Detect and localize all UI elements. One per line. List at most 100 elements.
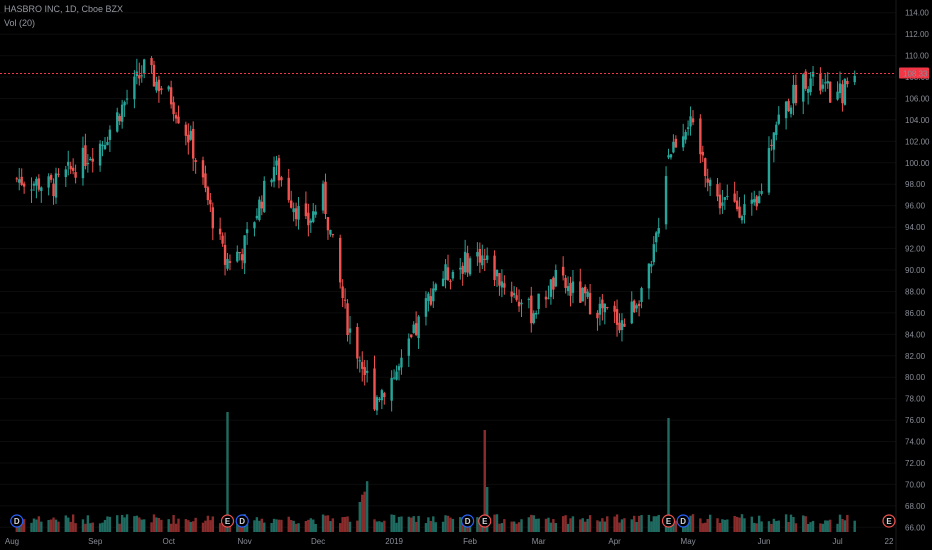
candle-body	[47, 176, 50, 188]
candle-body	[287, 177, 290, 201]
candle-body	[20, 176, 23, 185]
candle-body	[461, 265, 464, 274]
candle-body	[547, 297, 550, 299]
volume-bar	[588, 515, 592, 532]
volume-bar	[701, 523, 704, 532]
marker-letter: D	[680, 517, 686, 526]
volume-bar	[777, 520, 780, 532]
volume-bar	[571, 516, 575, 532]
volume-bar	[500, 523, 504, 532]
x-tick-label: Jun	[758, 537, 771, 546]
volume-bar	[633, 515, 636, 532]
y-tick-label: 72.00	[905, 459, 926, 468]
volume-bar	[451, 518, 455, 532]
volume-bar	[552, 519, 555, 532]
volume-bar	[192, 521, 195, 532]
candle-body	[503, 283, 506, 288]
candle-body	[312, 211, 315, 223]
candle-body	[57, 173, 60, 175]
dividend-marker[interactable]: D	[10, 514, 24, 528]
candle-body	[669, 154, 673, 158]
volume-bar	[775, 521, 778, 532]
candle-body	[757, 196, 761, 204]
volume-bar	[74, 523, 77, 532]
volume-bar	[498, 523, 501, 532]
candle-body	[69, 165, 72, 170]
candle-body	[704, 158, 707, 177]
x-tick-label: Aug	[5, 537, 19, 546]
volume-bar	[375, 521, 379, 532]
volume-indicator-label[interactable]: Vol (20)	[4, 18, 36, 28]
candle-body	[71, 167, 75, 171]
candle-body	[307, 212, 310, 226]
candle-body	[647, 263, 651, 289]
earnings-marker[interactable]: E	[220, 514, 235, 528]
candle-body	[655, 232, 658, 243]
volume-bar	[787, 521, 790, 532]
volume-bar	[733, 515, 736, 532]
candle-body	[98, 143, 102, 166]
volume-bar	[564, 515, 567, 532]
dividend-marker[interactable]: D	[676, 514, 690, 528]
volume-bar	[630, 519, 633, 532]
volume-bar	[91, 522, 94, 532]
volume-bar	[726, 519, 729, 532]
volume-bar	[40, 521, 43, 532]
volume-bar	[704, 522, 707, 532]
earnings-marker[interactable]: E	[661, 514, 676, 528]
volume-bar	[140, 519, 143, 532]
volume-bar	[444, 515, 447, 532]
candle-body	[343, 299, 347, 301]
candle-body	[463, 251, 467, 273]
volume-bar	[743, 518, 746, 532]
candle-body	[449, 280, 452, 282]
volume-bar	[527, 517, 531, 532]
volume-bar	[54, 519, 58, 532]
volume-bar	[20, 519, 23, 532]
candle-body	[603, 303, 606, 313]
volume-bar	[260, 518, 263, 532]
volume-bar	[434, 522, 437, 532]
volume-bar	[836, 523, 839, 532]
candle-body	[375, 397, 379, 411]
candle-body	[157, 79, 161, 92]
volume-bar	[287, 516, 290, 532]
y-tick-label: 82.00	[905, 352, 926, 361]
dividend-marker[interactable]: D	[235, 514, 249, 528]
candle-body	[89, 158, 92, 161]
candle-body	[804, 71, 807, 89]
x-tick-label: Feb	[463, 537, 477, 546]
candle-body	[309, 220, 312, 223]
candle-body	[339, 237, 342, 283]
candle-body	[326, 217, 330, 231]
candle-body	[635, 305, 638, 309]
volume-bar	[84, 523, 87, 532]
volume-bar	[650, 521, 653, 532]
volume-bar	[561, 516, 565, 532]
volume-bar	[101, 522, 104, 532]
candle-body	[424, 298, 428, 317]
candle-body	[633, 300, 636, 313]
candle-body	[566, 286, 570, 292]
volume-bar	[684, 523, 687, 532]
dividend-marker[interactable]: D	[461, 514, 475, 528]
volume-bar	[569, 518, 572, 532]
candle-body	[427, 293, 430, 302]
earnings-marker[interactable]: E	[882, 514, 896, 528]
y-tick-label: 92.00	[905, 245, 926, 254]
candle-body	[618, 322, 621, 331]
candle-body	[189, 130, 192, 140]
volume-bar	[549, 522, 553, 532]
candle-body	[150, 58, 153, 66]
earnings-marker[interactable]: E	[478, 514, 492, 528]
price-label-group: 108.33	[899, 67, 929, 79]
volume-bar	[674, 520, 678, 532]
volume-bar	[581, 518, 584, 532]
candle-body	[637, 303, 641, 306]
volume-bar	[441, 521, 445, 532]
volume-bar	[846, 514, 849, 532]
candle-body	[740, 216, 744, 221]
volume-bar	[253, 520, 256, 532]
y-tick-label: 66.00	[905, 523, 926, 532]
